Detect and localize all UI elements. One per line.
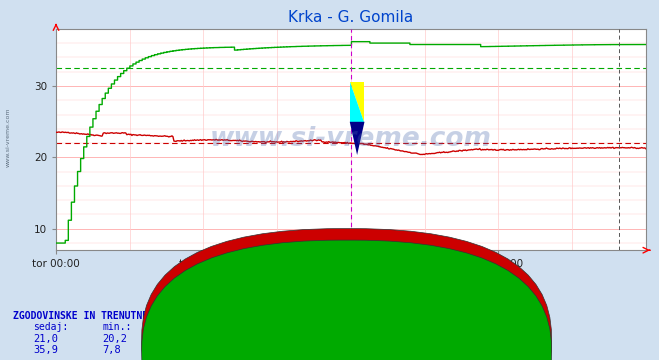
Text: temperatura[C]: temperatura[C]: [359, 336, 436, 346]
Text: sedaj:: sedaj:: [33, 322, 68, 332]
Text: 20,2: 20,2: [102, 334, 127, 344]
Text: ZGODOVINSKE IN TRENUTNE VREDNOSTI: ZGODOVINSKE IN TRENUTNE VREDNOSTI: [13, 311, 207, 321]
Text: www.si-vreme.com: www.si-vreme.com: [210, 126, 492, 153]
Text: Slovenija / reke in morje.
zadnja dva dni / 5 minut.
Meritve: maksimalne  Enote:: Slovenija / reke in morje. zadnja dva dn…: [177, 254, 482, 305]
Text: min.:: min.:: [102, 322, 132, 332]
Title: Krka - G. Gomila: Krka - G. Gomila: [288, 10, 414, 25]
Text: 23,7: 23,7: [234, 334, 259, 344]
Text: 35,9: 35,9: [33, 345, 58, 355]
Polygon shape: [350, 82, 364, 122]
Text: povpr.:: povpr.:: [168, 322, 209, 332]
Text: www.si-vreme.com: www.si-vreme.com: [5, 107, 11, 167]
Text: 32,5: 32,5: [168, 345, 193, 355]
Text: pretok[m3/s]: pretok[m3/s]: [359, 347, 422, 357]
Text: 22,0: 22,0: [168, 334, 193, 344]
Polygon shape: [350, 122, 364, 155]
Text: 36,4: 36,4: [234, 345, 259, 355]
Text: Krka - G. Gomila: Krka - G. Gomila: [343, 330, 438, 340]
Text: 21,0: 21,0: [33, 334, 58, 344]
Text: maks.:: maks.:: [234, 322, 269, 332]
Polygon shape: [350, 82, 364, 122]
Text: 7,8: 7,8: [102, 345, 121, 355]
